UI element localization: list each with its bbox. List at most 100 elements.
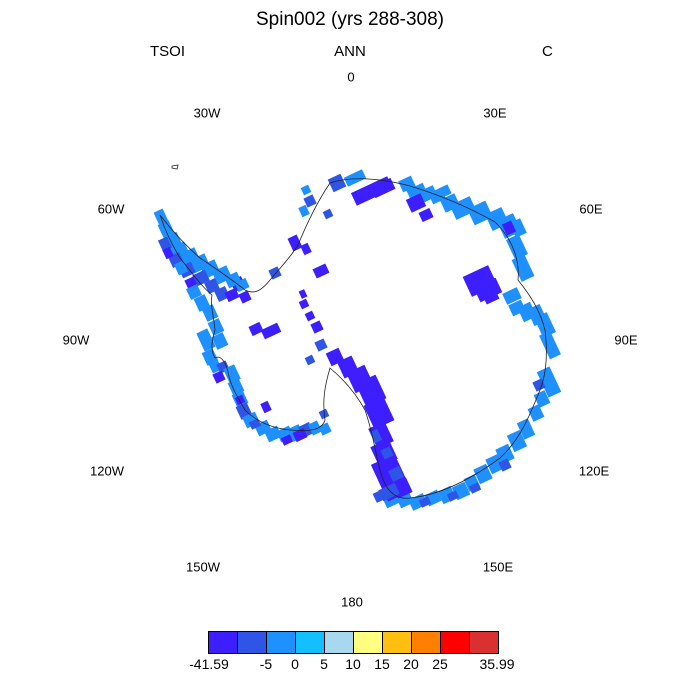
grid-cell	[201, 304, 219, 322]
colorbar-label: 0	[291, 656, 299, 672]
grid-cell	[498, 458, 512, 472]
colorbar-label: 15	[374, 656, 390, 672]
grid-cell	[418, 207, 434, 223]
grid-cell	[509, 218, 527, 238]
grid-cell	[534, 312, 556, 338]
grid-cell	[312, 263, 330, 279]
grid-cell	[303, 194, 317, 208]
lon-label-30w: 30W	[193, 105, 221, 121]
colorbar-label: -41.59	[189, 656, 229, 672]
grid-cell	[380, 446, 394, 460]
grid-cell	[370, 177, 396, 199]
grid-cell	[298, 289, 308, 299]
grid-cell	[506, 234, 528, 260]
grid-cell	[307, 420, 323, 436]
grid-cell	[532, 378, 546, 392]
grid-cell	[527, 404, 545, 422]
lon-label-90e: 90E	[614, 332, 638, 348]
grid-cell	[485, 453, 505, 475]
grid-cell	[506, 429, 528, 453]
colorbar-label: 5	[320, 656, 328, 672]
lon-label-180: 180	[341, 594, 363, 610]
grid-cell	[314, 338, 328, 352]
grid-cell	[501, 220, 517, 236]
grid-cell	[304, 354, 316, 366]
grid-cell	[468, 482, 482, 494]
grid-cell	[157, 220, 175, 238]
grid-cell	[186, 284, 202, 300]
grid-cell	[298, 298, 310, 310]
grid-cell	[318, 422, 332, 436]
colorbar-box	[295, 631, 325, 654]
grid-cell	[343, 169, 367, 187]
grid-cell	[238, 290, 252, 304]
lon-label-150e: 150E	[482, 559, 514, 575]
units-label: C	[542, 43, 553, 60]
grid-cell	[449, 196, 477, 220]
grid-cell	[264, 425, 282, 443]
lon-label-120w: 120W	[90, 463, 124, 479]
colorbar-box	[440, 631, 470, 654]
grid-cell	[248, 321, 264, 337]
grid-cell	[224, 287, 240, 303]
grid-cell	[287, 234, 303, 252]
grid-cell	[196, 328, 216, 352]
grid-cell	[260, 322, 282, 340]
grid-cell	[192, 269, 210, 287]
grid-cell	[212, 370, 226, 384]
grid-cell	[300, 184, 312, 196]
colorbar-box	[382, 631, 412, 654]
grid-cell	[406, 182, 428, 202]
grid-cell	[211, 332, 229, 350]
colorbar-label: -5	[259, 656, 273, 672]
grid-cell	[482, 289, 500, 305]
colorbar-box	[266, 631, 296, 654]
grid-cell	[405, 193, 427, 213]
grid-cell	[204, 278, 220, 294]
grid-cell	[280, 434, 294, 446]
grid-cell	[304, 310, 316, 322]
soil-temperature-cells	[153, 169, 562, 511]
lon-label-30e: 30E	[483, 105, 507, 121]
colorbar-box	[469, 631, 499, 654]
lon-label-60e: 60E	[579, 201, 603, 217]
grid-cell	[539, 330, 561, 360]
grid-cell	[418, 496, 432, 508]
lon-label-60w: 60W	[97, 201, 125, 217]
colorbar-box	[411, 631, 441, 654]
colorbar	[208, 631, 499, 654]
grid-cell	[327, 173, 347, 193]
grid-cell	[268, 266, 282, 280]
grid-cell	[162, 246, 174, 260]
peninsula-island	[171, 164, 179, 170]
colorbar-label: 10	[345, 656, 361, 672]
grid-cell	[388, 466, 404, 482]
grid-cell	[516, 418, 536, 440]
grid-cell	[298, 204, 310, 218]
colorbar-label: 20	[403, 656, 419, 672]
grid-cell	[473, 463, 493, 485]
grid-cell	[234, 277, 250, 293]
colorbar-label: 35.99	[479, 656, 515, 672]
grid-cell	[467, 200, 493, 226]
grid-cell	[446, 490, 460, 502]
grid-cell	[473, 277, 503, 303]
grid-cell	[214, 286, 230, 302]
lon-label-0: 0	[347, 69, 355, 85]
colorbar-box	[324, 631, 354, 654]
lon-label-120e: 120E	[578, 463, 610, 479]
grid-cell	[207, 358, 223, 374]
colorbar-box	[237, 631, 267, 654]
grid-cell	[292, 427, 308, 443]
lon-label-150w: 150W	[186, 559, 220, 575]
grid-cell	[363, 396, 395, 430]
colorbar-box	[353, 631, 383, 654]
grid-cell	[310, 320, 324, 334]
grid-cell	[438, 184, 452, 198]
grid-cell	[536, 366, 562, 398]
grid-cell	[502, 287, 522, 305]
grid-cell	[408, 493, 428, 511]
antarctic-coastline	[159, 178, 547, 499]
grid-cell	[418, 185, 438, 203]
